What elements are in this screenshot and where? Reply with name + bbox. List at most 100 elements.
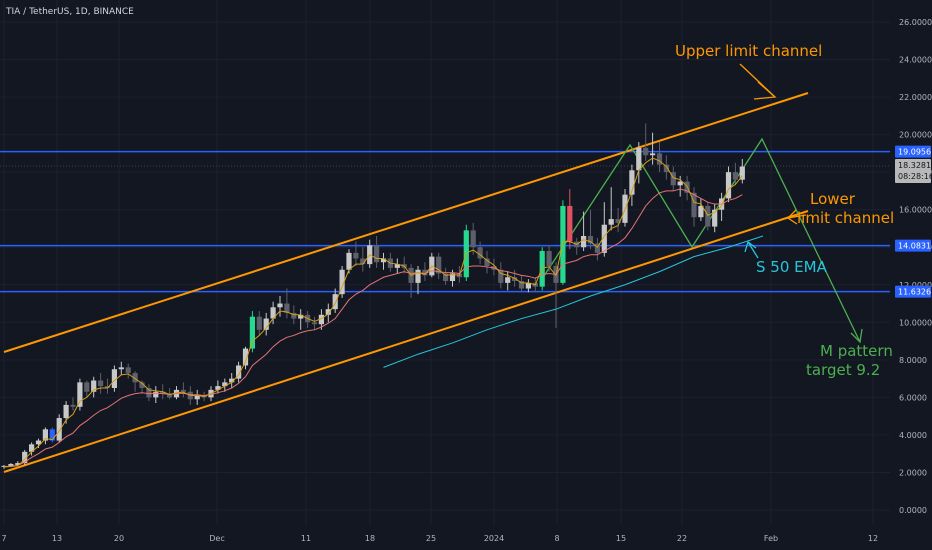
candle-body[interactable] (104, 386, 111, 388)
candle-body[interactable] (153, 391, 159, 398)
candle-body[interactable] (732, 172, 738, 180)
candle-body[interactable] (725, 172, 732, 199)
candle-body[interactable] (394, 264, 400, 268)
candle-body[interactable] (594, 243, 600, 253)
candle-body[interactable] (42, 429, 48, 441)
candle-body[interactable] (291, 312, 297, 319)
candle-body[interactable] (215, 386, 221, 390)
candle-body[interactable] (125, 367, 131, 373)
price-levels (0, 150, 890, 293)
candle-body[interactable] (91, 380, 97, 392)
candle-body[interactable] (111, 369, 117, 388)
candle-body[interactable] (739, 166, 745, 180)
candle-body[interactable] (470, 230, 476, 248)
candle-body[interactable] (560, 205, 566, 283)
candle-body[interactable] (643, 147, 649, 156)
trend-lines (3, 63, 863, 473)
candle-body[interactable] (77, 382, 83, 407)
candle-body[interactable] (360, 258, 366, 265)
candle-body[interactable] (656, 153, 663, 165)
candle-body[interactable] (581, 235, 587, 248)
candle-body[interactable] (15, 463, 21, 465)
candle-body[interactable] (484, 258, 490, 266)
candle-body[interactable] (436, 256, 442, 274)
candle-body[interactable] (691, 192, 697, 218)
candle-body[interactable] (705, 205, 711, 227)
indicator-line-1[interactable] (3, 157, 743, 468)
ema-arrowhead (744, 240, 757, 253)
candle-body[interactable] (677, 181, 683, 186)
candle-body[interactable] (242, 348, 249, 366)
candle-body[interactable] (525, 282, 531, 289)
ema-arrow-stem (747, 241, 759, 259)
candle-body[interactable] (415, 269, 421, 283)
candle-body[interactable] (49, 429, 55, 441)
candle-body[interactable] (477, 247, 483, 259)
candle-body[interactable] (636, 147, 642, 171)
upper-channel-line[interactable] (3, 92, 809, 353)
candle-body[interactable] (615, 219, 621, 223)
candle-body[interactable] (498, 269, 504, 283)
candle-body[interactable] (422, 269, 428, 276)
candle-body[interactable] (505, 277, 511, 283)
candle-body[interactable] (167, 393, 173, 398)
candle-body[interactable] (663, 164, 669, 173)
candle-body[interactable] (346, 252, 352, 270)
candle-body[interactable] (698, 205, 704, 218)
indicator-line-0[interactable] (3, 188, 743, 468)
candle-body[interactable] (139, 382, 145, 388)
lower-channel-line[interactable] (3, 210, 809, 473)
candle-body[interactable] (567, 205, 573, 242)
annotation-m-pattern: M pattern (820, 342, 893, 360)
candle-body[interactable] (180, 389, 186, 392)
candle-body[interactable] (311, 322, 318, 325)
candle-body[interactable] (546, 250, 552, 266)
candle-body[interactable] (284, 303, 290, 313)
candle-body[interactable] (353, 252, 359, 259)
candle-body[interactable] (270, 307, 276, 319)
candle-body[interactable] (84, 382, 90, 392)
candle-body[interactable] (629, 170, 635, 195)
candle-body[interactable] (518, 281, 525, 289)
candle-body[interactable] (29, 444, 35, 452)
candle-body[interactable] (222, 382, 228, 387)
candle-body[interactable] (98, 380, 104, 387)
candle-body[interactable] (236, 365, 242, 379)
candle-body[interactable] (63, 404, 69, 419)
y-tick-label: 12.0000 (899, 281, 932, 290)
candle-body[interactable] (22, 451, 28, 464)
candle-body[interactable] (449, 273, 456, 282)
candle-body[interactable] (608, 219, 614, 225)
candle-body[interactable] (35, 440, 42, 445)
candle-body[interactable] (8, 464, 14, 466)
candle-body[interactable] (56, 418, 62, 441)
candle-body[interactable] (277, 303, 283, 308)
candle-body[interactable] (374, 245, 380, 263)
candle-body[interactable] (70, 404, 76, 407)
candle-body[interactable] (587, 235, 594, 244)
candle-body[interactable] (146, 388, 152, 398)
candle-body[interactable] (118, 367, 124, 370)
candle-body[interactable] (249, 316, 255, 349)
candle-body[interactable] (325, 309, 331, 315)
candle-body[interactable] (229, 378, 235, 383)
candle-body[interactable] (298, 314, 304, 319)
candle-body[interactable] (601, 224, 607, 253)
candle-body[interactable] (160, 391, 166, 394)
candle-body[interactable] (132, 372, 138, 383)
candle-body[interactable] (263, 318, 269, 330)
candle-body[interactable] (339, 269, 345, 295)
indicator-line-2[interactable] (383, 235, 764, 368)
candle-body[interactable] (650, 153, 656, 156)
candle-body[interactable] (670, 172, 676, 186)
candle-body[interactable] (256, 316, 262, 330)
candle-body[interactable] (443, 273, 449, 282)
candle-body[interactable] (512, 277, 518, 282)
candle-body[interactable] (712, 209, 718, 227)
candle-body[interactable] (380, 258, 387, 263)
candle-body[interactable] (318, 314, 324, 325)
candle-body[interactable] (332, 294, 338, 310)
candle-body[interactable] (194, 395, 200, 400)
m-pattern-line[interactable] (539, 137, 861, 343)
